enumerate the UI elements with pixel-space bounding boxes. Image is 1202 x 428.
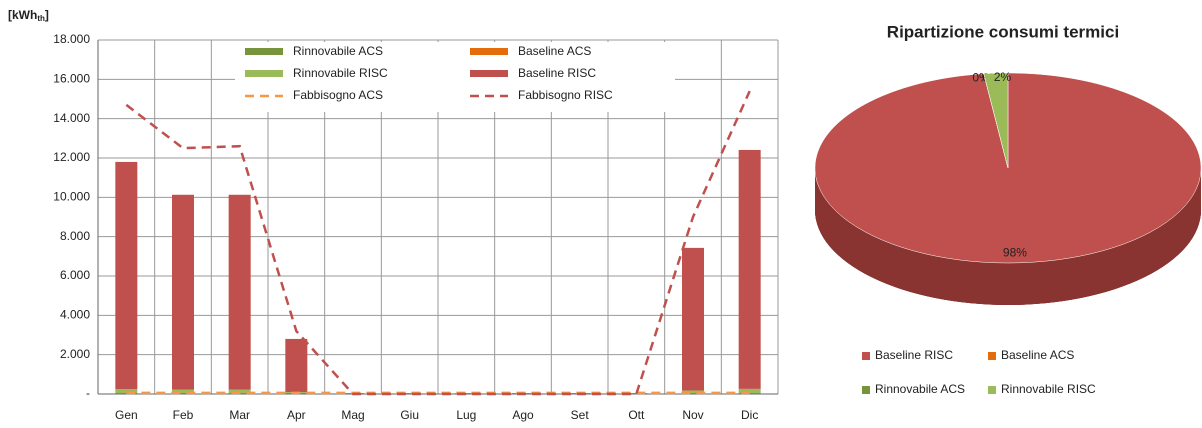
bar-segment (115, 161, 138, 390)
x-tick-label: Gen (115, 408, 138, 422)
legend-box (235, 42, 675, 112)
y-tick-label: - (86, 386, 90, 400)
bar-segment (398, 393, 421, 394)
legend-label: Baseline ACS (1001, 348, 1074, 362)
bar-segment (172, 389, 194, 394)
legend-label: Baseline RISC (518, 66, 596, 80)
bar-segment (682, 247, 704, 391)
pie-slice (983, 72, 1009, 169)
y-tick-label: 8.000 (60, 229, 90, 243)
y-axis-label: [kWhth] (8, 8, 49, 23)
y-tick-label: 12.000 (53, 150, 90, 164)
y-axis-label-part: th (37, 14, 45, 23)
legend-swatch (988, 352, 996, 360)
x-tick-label: Dic (741, 408, 758, 422)
y-tick-label: 2.000 (60, 347, 90, 361)
bar-segment (625, 393, 648, 394)
legend-label: Baseline ACS (518, 44, 591, 58)
y-tick-label: 14.000 (53, 111, 90, 125)
legend-swatch (470, 48, 508, 55)
x-tick-label: Nov (682, 408, 703, 422)
bar-segment (228, 194, 251, 390)
legend-label: Rinnovabile ACS (293, 44, 383, 58)
bar-segment (115, 389, 138, 394)
bar-segment (682, 390, 704, 394)
bar-segment (228, 389, 251, 394)
legend-label: Fabbisogno RISC (518, 88, 613, 102)
x-tick-label: Giu (400, 408, 419, 422)
x-tick-label: Lug (456, 408, 476, 422)
y-axis-label-part: ] (45, 8, 49, 22)
bar-segment (455, 393, 478, 394)
y-tick-label: 18.000 (53, 32, 90, 46)
x-tick-label: Apr (287, 408, 306, 422)
y-tick-label: 4.000 (60, 308, 90, 322)
x-tick-label: Ago (512, 408, 534, 422)
legend-swatch (862, 386, 870, 394)
bar-segment (682, 393, 704, 394)
legend-label: Rinnovabile RISC (1001, 382, 1096, 396)
legend-swatch (245, 48, 283, 55)
legend-swatch (245, 70, 283, 77)
x-tick-label: Set (571, 408, 590, 422)
x-tick-label: Ott (628, 408, 645, 422)
pie-value-label: 98% (1003, 246, 1027, 260)
pie-title: Ripartizione consumi termici (887, 22, 1119, 41)
line-series (125, 90, 751, 396)
legend-label: Fabbisogno ACS (293, 88, 383, 102)
bar-segment (172, 194, 194, 390)
bar-segment (172, 393, 194, 394)
x-tick-label: Mar (229, 408, 250, 422)
y-tick-label: 10.000 (53, 190, 90, 204)
x-tick-label: Mag (341, 408, 364, 422)
y-tick-label: 6.000 (60, 268, 90, 282)
y-axis-label-part: [kWh (8, 8, 37, 22)
legend-swatch (470, 70, 508, 77)
legend-swatch (988, 386, 996, 394)
bar-segment (738, 388, 761, 394)
legend-swatch (862, 352, 870, 360)
y-tick-label: 16.000 (53, 72, 90, 86)
bar-segment (285, 338, 308, 393)
legend-label: Rinnovabile ACS (875, 382, 965, 396)
x-tick-label: Feb (173, 408, 194, 422)
legend-label: Rinnovabile RISC (293, 66, 388, 80)
pie-value-label: 2% (994, 70, 1012, 84)
legend-label: Baseline RISC (875, 348, 953, 362)
bar-segment (738, 149, 761, 389)
